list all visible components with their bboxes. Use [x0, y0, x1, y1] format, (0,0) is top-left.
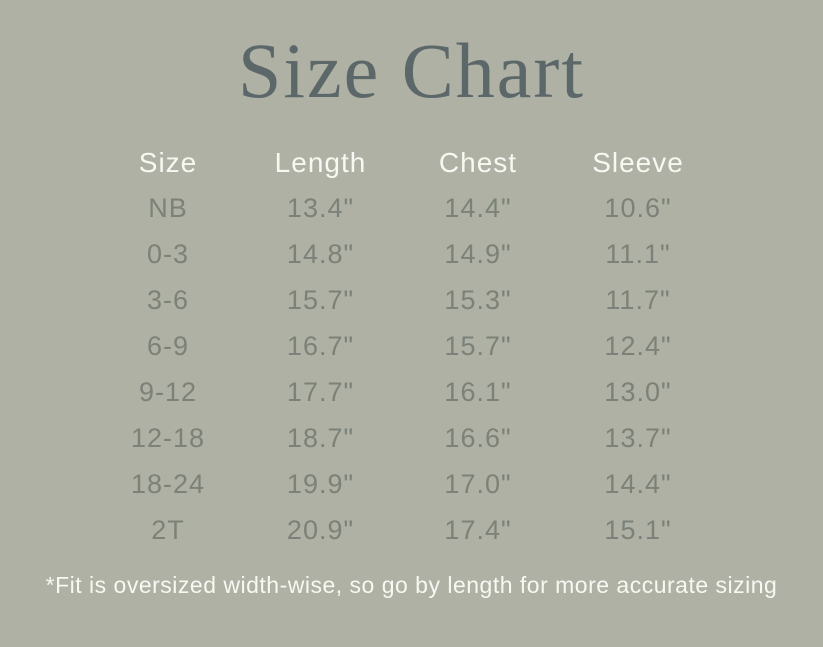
column-header-length: Length	[274, 146, 367, 178]
table-cell: 9-12	[138, 377, 198, 408]
table-cell: 20.9"	[286, 515, 355, 546]
table-cell: 0-3	[146, 239, 190, 270]
table-cell: 2T	[151, 515, 185, 546]
table-cell: 15.7"	[286, 285, 355, 316]
table-cell: 18.7"	[286, 423, 355, 454]
table-cell: 19.9"	[286, 469, 355, 500]
table-cell: 14.4"	[444, 193, 512, 224]
table-row: 0-3 14.8" 14.9" 11.1"	[93, 232, 718, 278]
table-cell: 13.4"	[286, 193, 355, 224]
table-row: 2T 20.9" 17.4" 15.1"	[93, 508, 718, 554]
table-cell: 17.7"	[286, 377, 355, 408]
table-cell: 17.4"	[444, 515, 512, 546]
column-header-size: Size	[138, 146, 198, 178]
table-cell: 17.0"	[444, 469, 512, 500]
table-cell: 15.7"	[444, 331, 512, 362]
table-cell: 16.7"	[286, 331, 355, 362]
table-cell: 11.1"	[605, 239, 671, 270]
table-cell: 11.7"	[605, 285, 671, 316]
table-row: 6-9 16.7" 15.7" 12.4"	[93, 324, 718, 370]
table-cell: 14.8"	[286, 239, 355, 270]
table-row: 18-24 19.9" 17.0" 14.4"	[93, 462, 718, 508]
table-row: 3-6 15.7" 15.3" 11.7"	[93, 278, 718, 324]
fit-footnote: *Fit is oversized width-wise, so go by l…	[45, 571, 778, 598]
table-body: NB 13.4" 14.4" 10.6" 0-3 14.8" 14.9" 11.1" 3-6 15…	[93, 186, 718, 554]
table-row: 12-18 18.7" 16.6" 13.7"	[93, 416, 718, 462]
table-header-row: Size Length Chest Sleeve	[93, 140, 718, 186]
table-cell: 12-18	[130, 423, 206, 454]
table-cell: 15.1"	[604, 515, 672, 546]
table-cell: 13.7"	[604, 423, 672, 454]
column-header-chest: Chest	[438, 146, 518, 178]
size-chart-table: Size Length Chest Sleeve NB 13.4" 14.4" 10.…	[93, 140, 718, 554]
table-row: NB 13.4" 14.4" 10.6"	[93, 186, 718, 232]
table-cell: 15.3"	[444, 285, 512, 316]
table-cell: 18-24	[130, 469, 206, 500]
table-row: 9-12 17.7" 16.1" 13.0"	[93, 370, 718, 416]
column-header-sleeve: Sleeve	[592, 146, 684, 178]
page-title: Size Chart	[237, 27, 586, 114]
table-cell: 14.9"	[444, 239, 512, 270]
table-cell: 14.4"	[604, 469, 672, 500]
table-cell: 6-9	[146, 331, 190, 362]
table-cell: 3-6	[146, 285, 190, 316]
table-cell: 16.1"	[444, 377, 512, 408]
table-cell: 16.6"	[444, 423, 512, 454]
table-cell: 13.0"	[604, 377, 672, 408]
table-cell: 10.6"	[604, 193, 672, 224]
table-cell: NB	[148, 193, 188, 224]
table-cell: 12.4"	[604, 331, 672, 362]
